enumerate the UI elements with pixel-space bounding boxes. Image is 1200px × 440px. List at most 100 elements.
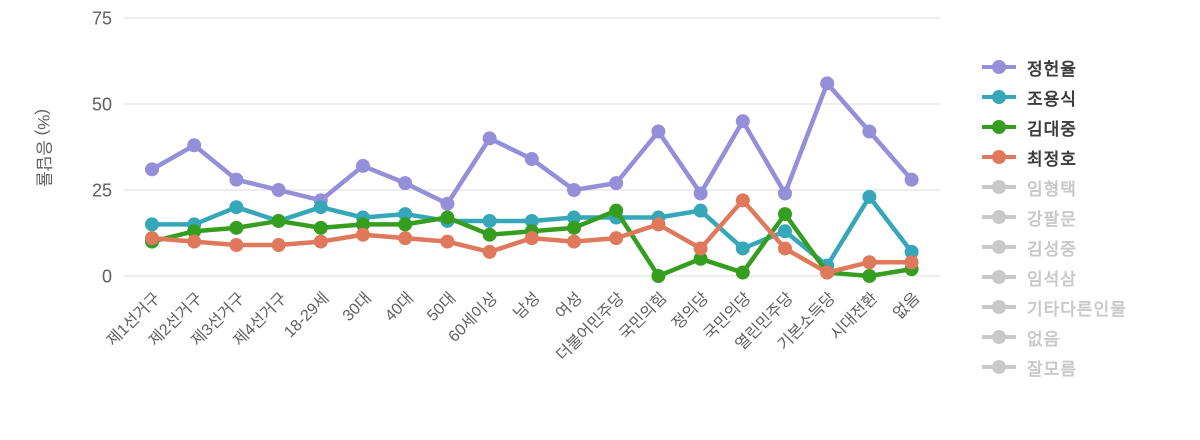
- data-point-s2-c4: [313, 220, 328, 235]
- legend-item-3[interactable]: 최정호: [980, 142, 1127, 172]
- legend-item-10[interactable]: 잘모름: [980, 352, 1127, 382]
- data-point-s1-c18: [904, 244, 919, 259]
- data-point-s2-c15: [778, 207, 792, 222]
- series-line-0: [150, 81, 914, 207]
- legend-item-5[interactable]: 강팔문: [980, 202, 1127, 232]
- data-point-s0-c9: [524, 152, 539, 167]
- data-point-s3-c4: [313, 234, 328, 249]
- data-point-s0-c5: [356, 158, 370, 173]
- data-point-s3-c0: [145, 231, 159, 246]
- data-point-s0-c1: [187, 138, 202, 153]
- legend-item-label: 김성중: [1027, 239, 1077, 259]
- data-point-s0-c3: [271, 183, 286, 197]
- legend-line-marker-icon: [982, 270, 1016, 284]
- legend-line-marker-icon: [982, 150, 1016, 164]
- legend-line-marker-icon: [982, 120, 1016, 134]
- legend-item-6[interactable]: 김성중: [980, 232, 1127, 262]
- data-point-s1-c14: [735, 241, 750, 256]
- data-point-s2-c1: [187, 224, 202, 239]
- data-point-s1-c13: [693, 203, 708, 218]
- x-tick-label: 30대: [339, 289, 375, 325]
- data-point-s2-c11: [609, 203, 624, 218]
- data-point-s3-c17: [862, 255, 877, 270]
- legend-line-marker-icon: [982, 300, 1016, 314]
- legend-line-marker-icon: [982, 330, 1016, 344]
- data-point-s3-c14: [735, 193, 750, 208]
- x-tick-label: 남성: [510, 289, 544, 323]
- data-point-s3-c2: [229, 238, 244, 253]
- data-point-s3-c5: [356, 227, 370, 242]
- data-point-s3-c12: [651, 217, 666, 232]
- legend-item-7[interactable]: 임석삼: [980, 262, 1127, 292]
- data-point-s2-c2: [229, 220, 244, 235]
- data-point-s0-c17: [862, 124, 877, 139]
- data-point-s1-c2: [229, 200, 244, 215]
- legend-item-label: 잘모름: [1027, 359, 1077, 379]
- data-point-s3-c10: [567, 234, 581, 249]
- legend-item-2[interactable]: 김대중: [980, 112, 1127, 142]
- data-point-s0-c15: [778, 186, 792, 201]
- legend-item-0[interactable]: 정헌율: [980, 52, 1127, 82]
- data-point-s1-c10: [567, 210, 581, 225]
- data-point-s2-c8: [482, 227, 497, 242]
- legend-line-marker-icon: [982, 210, 1016, 224]
- legend-item-4[interactable]: 임형택: [980, 172, 1127, 202]
- data-point-s1-c4: [313, 200, 328, 215]
- legend-item-label: 기타다른인물: [1027, 299, 1127, 319]
- legend-line-marker-icon: [982, 60, 1016, 74]
- legend-item-label: 없음: [1027, 329, 1061, 349]
- data-point-s3-c6: [398, 231, 413, 246]
- x-tick-label: 시대전환: [827, 289, 882, 344]
- data-point-s0-c2: [229, 172, 244, 187]
- data-point-s3-c16: [820, 265, 835, 280]
- data-point-s3-c13: [693, 241, 708, 256]
- legend-item-9[interactable]: 없음: [980, 322, 1127, 352]
- legend-item-8[interactable]: 기타다른인물: [980, 292, 1127, 322]
- legend-item-label: 조용식: [1027, 89, 1077, 109]
- data-point-s3-c15: [778, 241, 792, 256]
- x-tick-label: 없음: [890, 289, 924, 323]
- data-point-s0-c0: [145, 162, 159, 177]
- data-point-s0-c14: [735, 114, 750, 129]
- legend-item-label: 강팔문: [1027, 209, 1077, 229]
- data-point-s3-c3: [271, 238, 286, 253]
- data-point-s2-c6: [398, 217, 413, 232]
- x-tick-label: 18-29세: [281, 289, 333, 341]
- data-point-s2-c13: [693, 251, 708, 266]
- data-point-s0-c18: [904, 172, 919, 187]
- y-tick-label-25: 25: [92, 181, 112, 201]
- legend-item-label: 임형택: [1027, 179, 1077, 199]
- data-point-s0-c16: [820, 76, 835, 91]
- data-point-s3-c8: [482, 244, 497, 259]
- data-point-s2-c17: [862, 269, 877, 283]
- data-point-s2-c3: [271, 213, 286, 228]
- data-point-s0-c13: [693, 186, 708, 201]
- data-point-s1-c8: [482, 213, 497, 228]
- legend-line-marker-icon: [982, 180, 1016, 194]
- y-axis-title: (%) 응답률: [34, 109, 53, 187]
- data-point-s1-c6: [398, 207, 413, 222]
- data-point-s0-c10: [567, 183, 581, 197]
- data-point-s0-c12: [651, 124, 666, 139]
- legend-item-label: 임석삼: [1027, 269, 1077, 289]
- legend-item-label: 정헌율: [1027, 59, 1077, 79]
- data-point-s3-c9: [524, 231, 539, 246]
- y-tick-label-50: 50: [92, 95, 112, 115]
- legend-item-1[interactable]: 조용식: [980, 82, 1127, 112]
- x-tick-label: 40대: [381, 289, 417, 325]
- data-point-s0-c8: [482, 131, 497, 146]
- data-point-s0-c7: [440, 196, 455, 211]
- data-point-s1-c0: [145, 217, 159, 232]
- x-tick-label: 국민의힘: [616, 289, 670, 343]
- y-tick-label-75: 75: [92, 9, 112, 29]
- data-point-s0-c6: [398, 176, 413, 191]
- data-point-s3-c7: [440, 234, 455, 249]
- data-point-s3-c1: [187, 234, 202, 249]
- data-point-s2-c12: [651, 269, 666, 283]
- legend-item-label: 최정호: [1027, 149, 1077, 169]
- legend-item-label: 김대중: [1027, 119, 1077, 139]
- data-point-s2-c5: [356, 217, 370, 232]
